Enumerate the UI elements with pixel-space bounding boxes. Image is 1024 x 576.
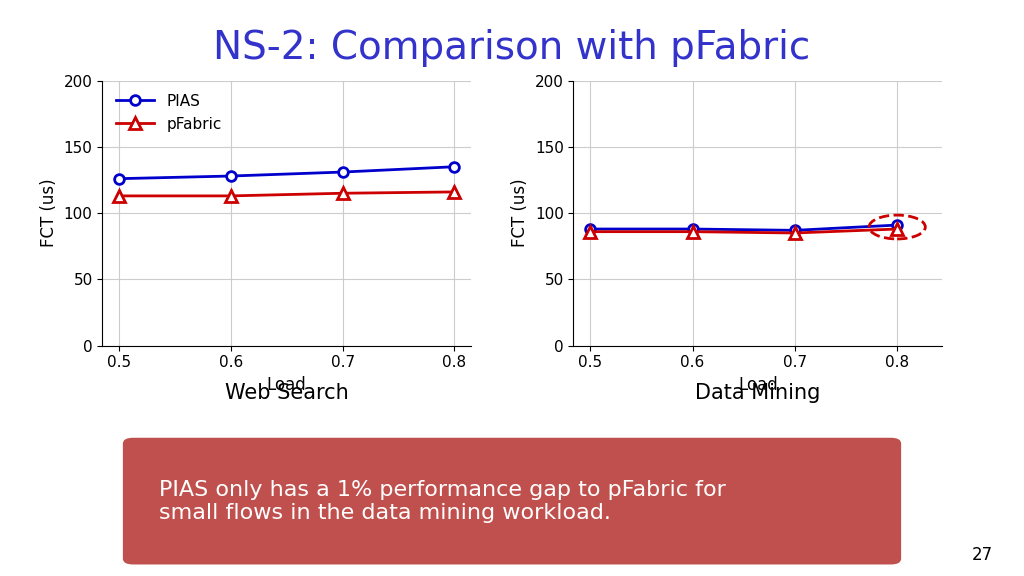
Text: PIAS only has a 1% performance gap to pFabric for
small flows in the data mining: PIAS only has a 1% performance gap to pF…: [159, 479, 726, 523]
Text: Web Search: Web Search: [225, 383, 348, 403]
pFabric: [113, 192, 125, 199]
Line: PIAS: PIAS: [115, 162, 459, 184]
Legend: PIAS, pFabric: PIAS, pFabric: [110, 88, 228, 138]
Line: pFabric: pFabric: [114, 187, 460, 202]
pFabric: [788, 229, 801, 236]
pFabric: [224, 192, 237, 199]
pFabric: [686, 228, 698, 235]
pFabric: [584, 228, 596, 235]
Line: PIAS: PIAS: [586, 220, 902, 235]
PIAS: [337, 169, 349, 176]
PIAS: [113, 175, 125, 182]
X-axis label: Load: Load: [267, 376, 306, 394]
PIAS: [584, 226, 596, 233]
PIAS: [686, 226, 698, 233]
pFabric: [891, 226, 903, 233]
Y-axis label: FCT (us): FCT (us): [40, 179, 58, 248]
pFabric: [337, 190, 349, 196]
Text: Data Mining: Data Mining: [695, 383, 820, 403]
PIAS: [788, 227, 801, 234]
Line: pFabric: pFabric: [585, 223, 903, 238]
PIAS: [891, 222, 903, 229]
Text: 27: 27: [972, 547, 993, 564]
PIAS: [449, 164, 461, 170]
pFabric: [449, 188, 461, 195]
PIAS: [224, 173, 237, 180]
Text: NS-2: Comparison with pFabric: NS-2: Comparison with pFabric: [213, 29, 811, 67]
Y-axis label: FCT (us): FCT (us): [511, 179, 529, 248]
X-axis label: Load: Load: [738, 376, 777, 394]
